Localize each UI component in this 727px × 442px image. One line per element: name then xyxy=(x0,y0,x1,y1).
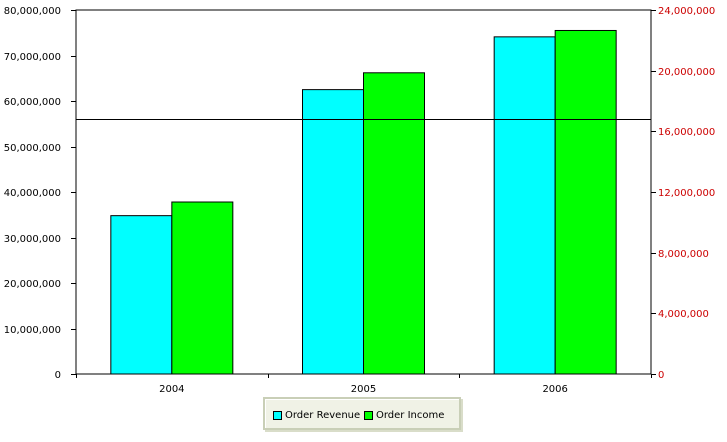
left-axis-tick-label: 20,000,000 xyxy=(4,279,61,290)
x-axis-tick-label: 2005 xyxy=(351,384,376,395)
right-axis-tick-label: 0 xyxy=(658,370,664,381)
x-axis-tick-label: 2004 xyxy=(159,384,184,395)
left-axis-tick-label: 50,000,000 xyxy=(4,143,61,154)
right-axis-tick-label: 12,000,000 xyxy=(658,188,715,199)
legend-item-order-revenue: Order Revenue xyxy=(273,409,360,421)
x-axis-tick-label: 2006 xyxy=(542,384,567,395)
legend-label-order-revenue: Order Revenue xyxy=(285,409,361,421)
right-axis: 0 4,000,000 8,000,000 12,000,000 16,000,000 2… xyxy=(651,6,715,381)
left-axis: 0 10,000,000 20,000,000 30,000,000 40,000,00… xyxy=(4,6,76,381)
legend-swatch-order-revenue xyxy=(273,410,282,420)
bars-group xyxy=(110,29,617,375)
right-axis-tick-label: 4,000,000 xyxy=(658,309,709,320)
left-axis-tick-label: 40,000,000 xyxy=(4,188,61,199)
right-axis-tick-label: 20,000,000 xyxy=(658,67,715,78)
left-axis-tick-label: 0 xyxy=(55,370,61,381)
bar-order-income-2005 xyxy=(363,72,425,375)
left-axis-tick-label: 30,000,000 xyxy=(4,234,61,245)
x-axis: 2004 2005 2006 xyxy=(76,374,652,395)
bar-order-income-2004 xyxy=(171,201,234,375)
bar-order-revenue-2006 xyxy=(493,36,556,375)
right-axis-tick-label: 24,000,000 xyxy=(658,6,715,17)
left-axis-tick-label: 80,000,000 xyxy=(4,6,61,17)
bar-order-revenue-2004 xyxy=(110,215,173,375)
legend: Order Revenue Order Income xyxy=(263,397,461,430)
bar-order-revenue-2005 xyxy=(302,89,364,375)
right-axis-tick-label: 16,000,000 xyxy=(658,127,715,138)
left-axis-tick-label: 60,000,000 xyxy=(4,97,61,108)
legend-label-order-income: Order Income xyxy=(376,409,445,421)
bar-order-income-2006 xyxy=(554,29,617,375)
left-axis-tick-label: 70,000,000 xyxy=(4,52,61,63)
right-axis-tick-label: 8,000,000 xyxy=(658,249,709,260)
left-axis-tick-label: 10,000,000 xyxy=(4,325,61,336)
legend-item-order-income: Order Income xyxy=(364,409,444,421)
legend-swatch-order-income xyxy=(364,410,373,420)
